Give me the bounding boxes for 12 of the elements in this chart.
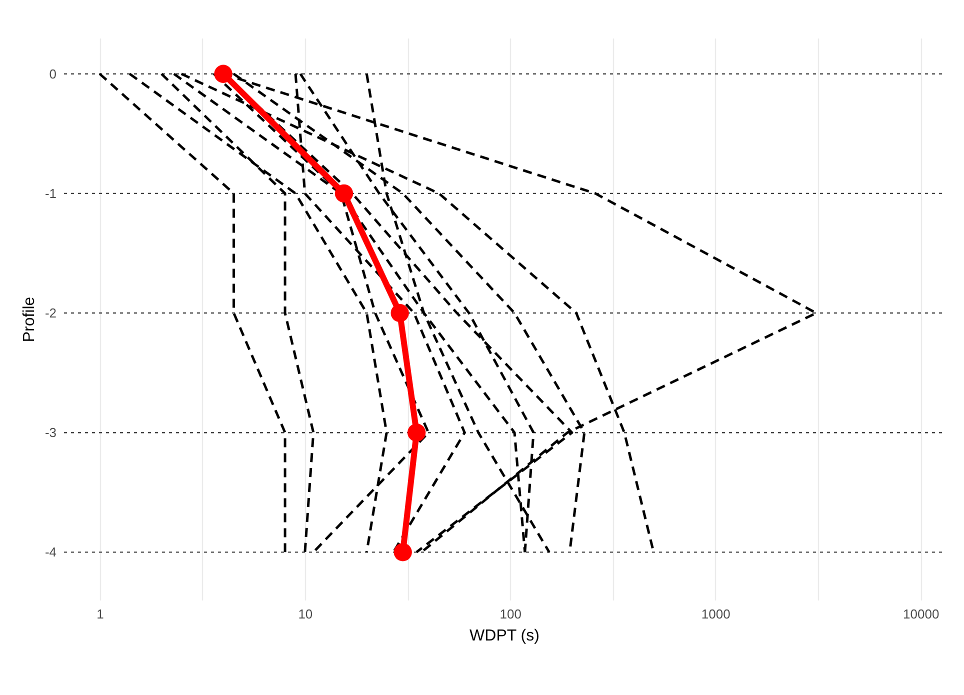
x-axis-title: WDPT (s) <box>470 628 540 644</box>
y-tick-label: -1 <box>44 186 56 201</box>
y-tick-label: -4 <box>44 544 56 560</box>
y-tick-label: 0 <box>49 66 56 82</box>
x-tick-label: 1000 <box>701 606 730 622</box>
x-tick-label: 10000 <box>903 606 940 622</box>
y-axis-title: Profile <box>20 296 38 342</box>
y-tick-label: -3 <box>44 425 56 440</box>
x-tick-label: 100 <box>500 606 522 622</box>
y-tick-label: -2 <box>44 306 56 321</box>
x-tick-label: 1 <box>96 606 104 622</box>
x-tick-label: 10 <box>298 606 313 622</box>
